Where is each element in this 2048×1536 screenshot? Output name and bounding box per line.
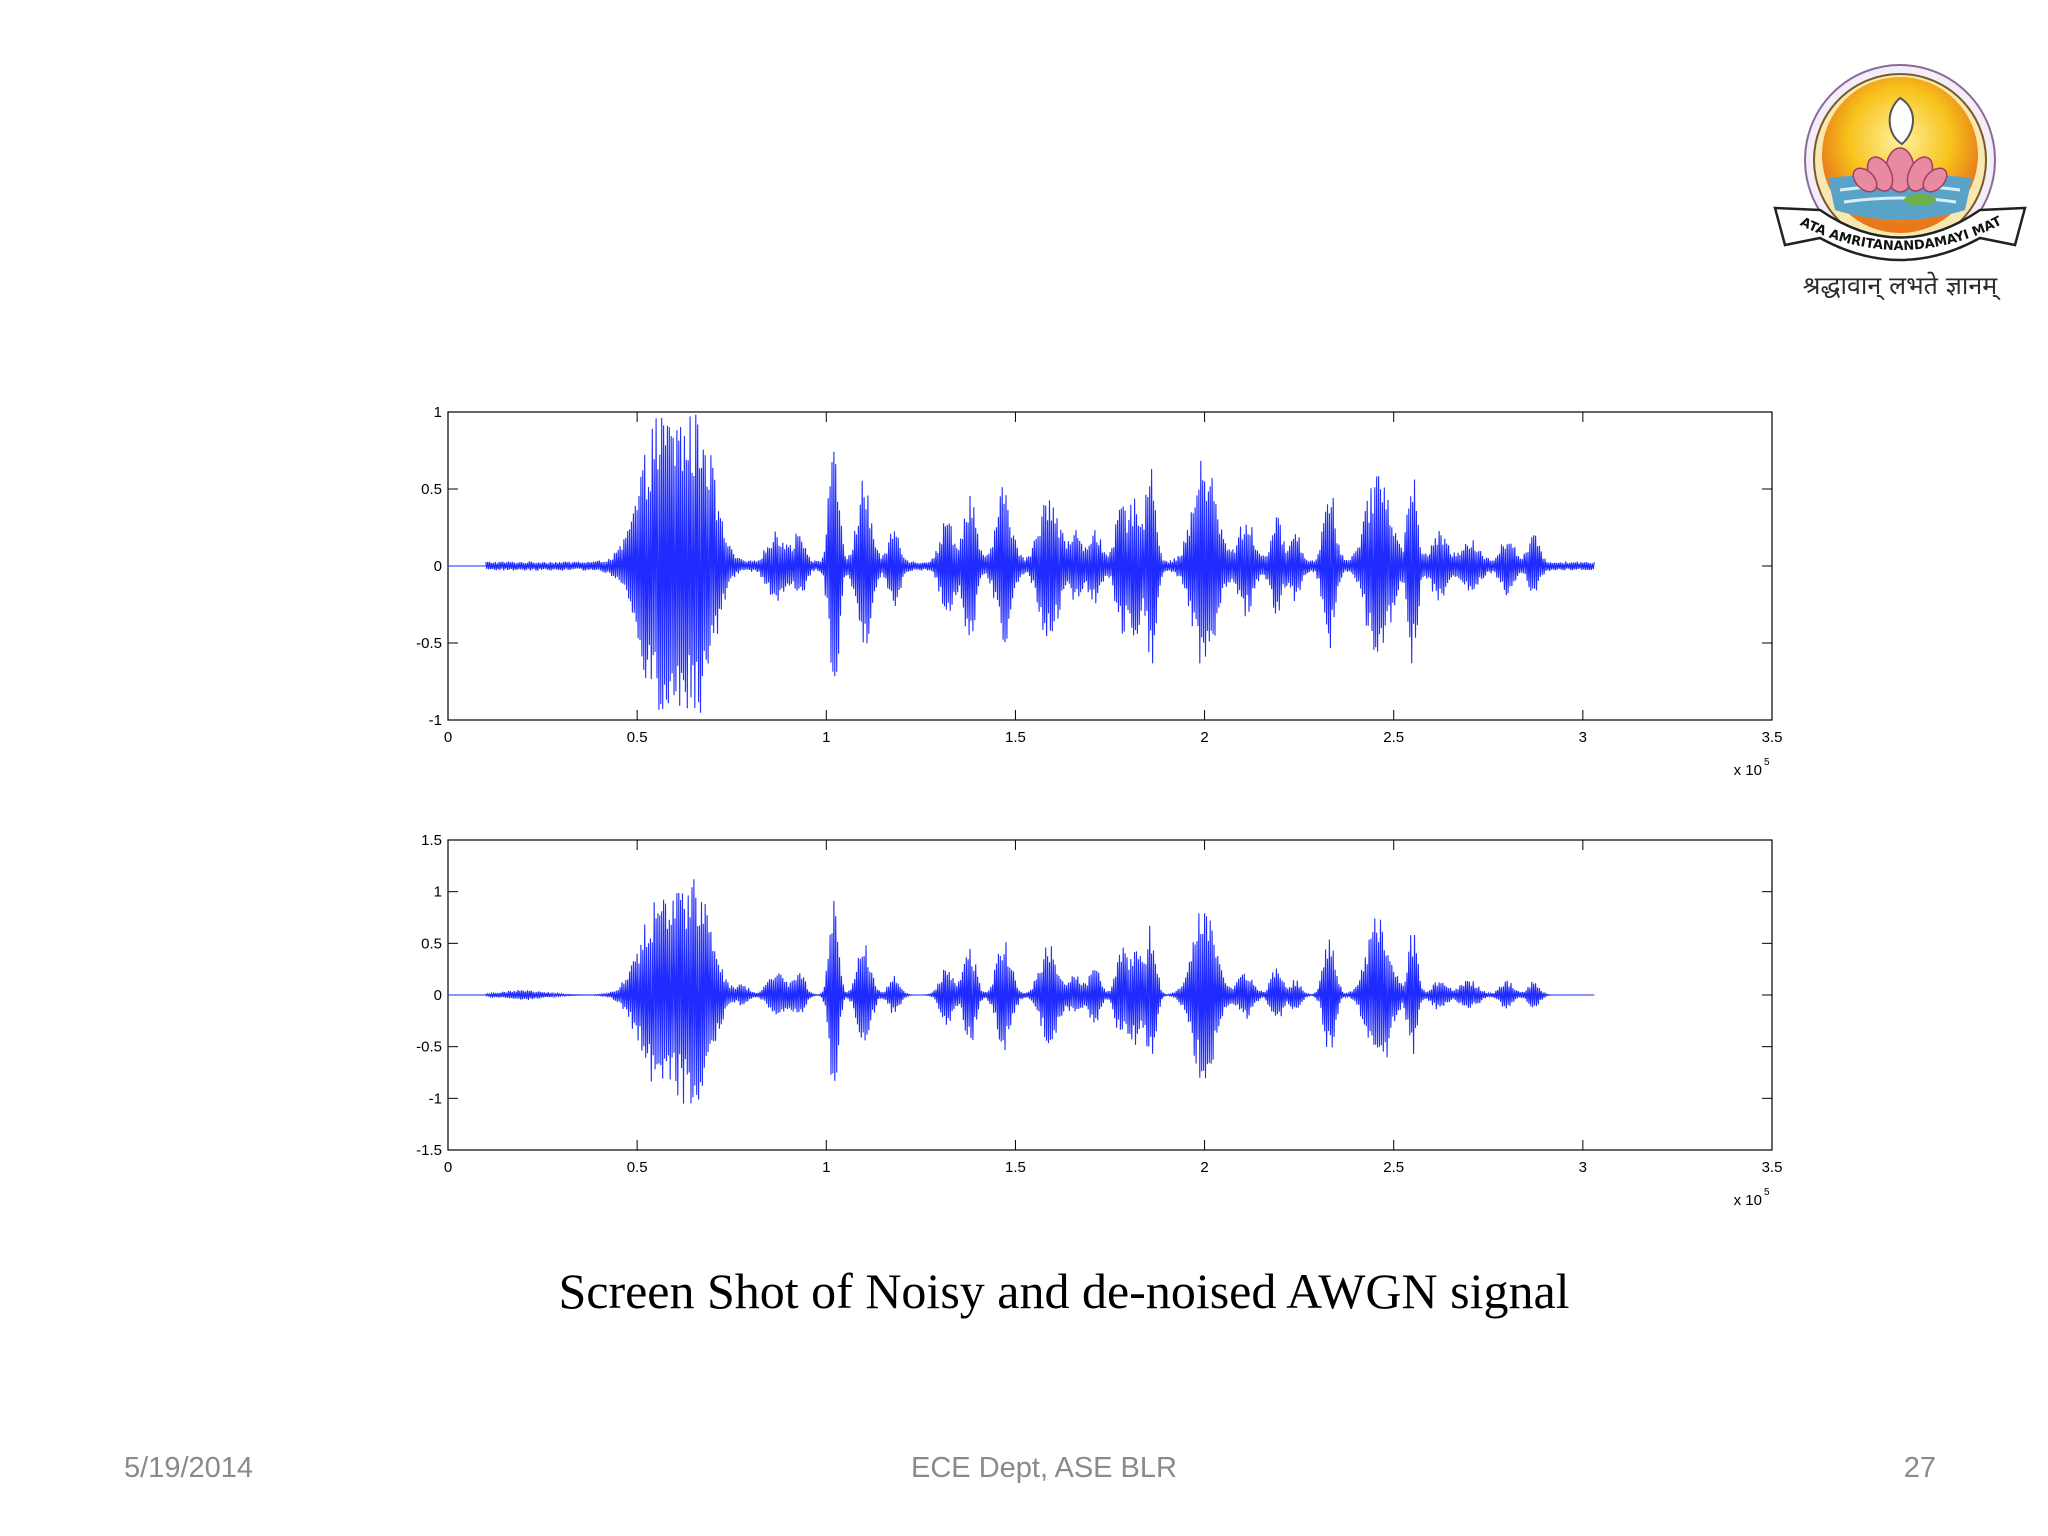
x-multiplier-exponent: 5	[1764, 1187, 1770, 1198]
x-tick-label: 1	[822, 1159, 830, 1176]
y-tick-label: 1	[434, 404, 442, 421]
y-tick-label: -1	[429, 712, 442, 729]
noisy-signal-plot: -1 -0.5 0 0.5 1 0 0.5 1 1.5 2 2.5 3 3.5x 10 5	[416, 404, 1782, 779]
institution-logo: MATA AMRITANANDAMAYI MATH	[1770, 60, 2027, 262]
y-tick-label: 0.5	[421, 481, 442, 498]
footer-page-number: 27	[1903, 1452, 1936, 1484]
logo-banner	[1773, 206, 2027, 262]
x-multiplier-label: x 10	[1734, 762, 1762, 779]
y-tick-label: 0	[434, 558, 442, 575]
x-tick-label: 2.5	[1383, 1159, 1404, 1176]
y-tick-label: -0.5	[416, 1039, 442, 1056]
y-tick-label: -1	[429, 1090, 442, 1107]
x-multiplier-exponent: 5	[1764, 757, 1770, 768]
logo-motto: श्रद्धावान् लभते ज्ञानम्	[1802, 271, 1998, 300]
x-tick-label: 2	[1200, 729, 1208, 746]
signal-waveform	[485, 879, 1595, 1104]
x-tick-label: 0.5	[627, 1159, 648, 1176]
x-tick-label: 2.5	[1383, 729, 1404, 746]
x-tick-label: 0	[444, 729, 452, 746]
logo-lotus	[1852, 147, 1948, 193]
x-tick-label: 3.5	[1762, 729, 1783, 746]
x-multiplier-label: x 10	[1734, 1192, 1762, 1209]
x-tick-label: 1.5	[1005, 729, 1026, 746]
x-tick-label: 3	[1579, 1159, 1587, 1176]
x-tick-label: 0.5	[627, 729, 648, 746]
logo-conch	[1888, 96, 1914, 146]
y-tick-label: -0.5	[416, 635, 442, 652]
x-tick-label: 2	[1200, 1159, 1208, 1176]
x-tick-label: 3	[1579, 729, 1587, 746]
figure-caption: Screen Shot of Noisy and de-noised AWGN …	[558, 1263, 1570, 1319]
footer-date: 5/19/2014	[124, 1452, 254, 1484]
denoised-signal-plot: -1.5 -1 -0.5 0 0.5 1 1.5 0 0.5 1 1.5 2 2.5 3 3.5x 10 5	[416, 832, 1782, 1209]
x-tick-label: 1	[822, 729, 830, 746]
y-tick-label: 1	[434, 884, 442, 901]
y-tick-label: 0	[434, 987, 442, 1004]
y-tick-label: 0.5	[421, 935, 442, 952]
x-tick-label: 3.5	[1762, 1159, 1783, 1176]
x-tick-label: 0	[444, 1159, 452, 1176]
y-tick-label: 1.5	[421, 832, 442, 849]
y-tick-label: -1.5	[416, 1142, 442, 1159]
x-tick-label: 1.5	[1005, 1159, 1026, 1176]
footer-department: ECE Dept, ASE BLR	[911, 1452, 1177, 1484]
signal-waveform	[485, 414, 1595, 713]
